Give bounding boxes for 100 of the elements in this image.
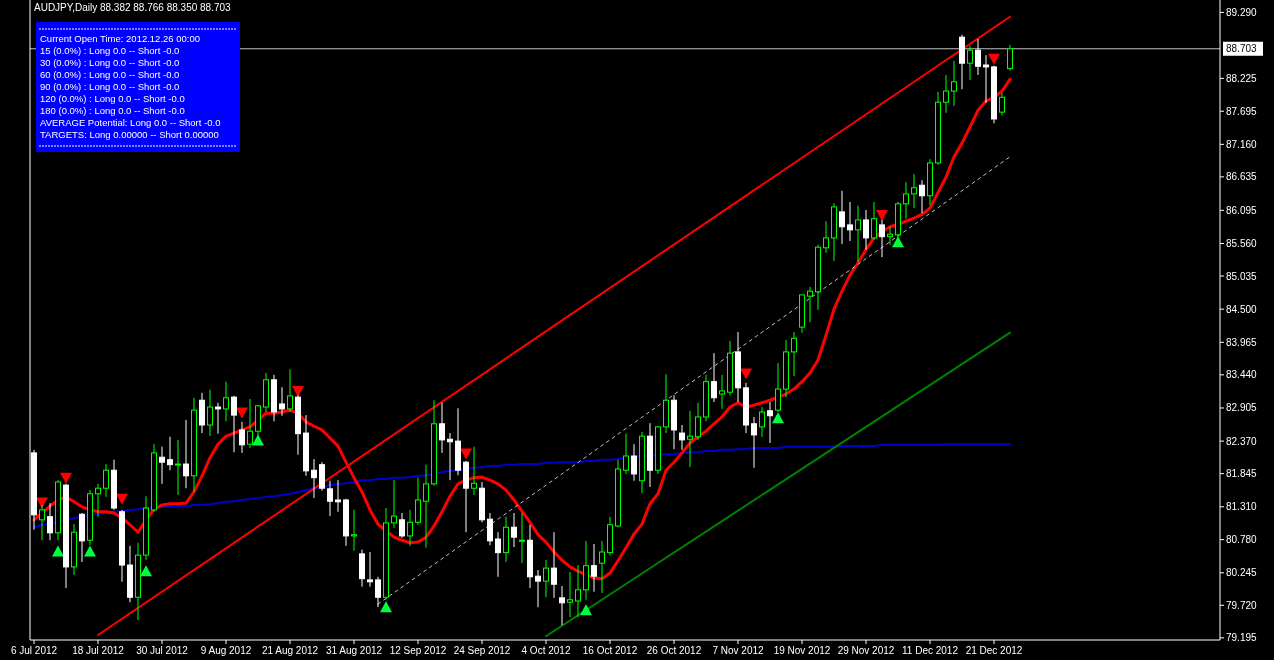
candlestick	[95, 483, 101, 518]
candlestick	[623, 433, 629, 475]
point	[988, 53, 1000, 65]
x-tick-label: 19 Nov 2012	[773, 645, 831, 656]
x-tick-label: 7 Nov 2012	[712, 645, 765, 656]
x-tick-label: 21 Dec 2012	[965, 645, 1023, 656]
candlestick	[183, 419, 189, 489]
candlestick	[567, 571, 573, 618]
x-tick-label: 18 Jul 2012	[72, 645, 125, 656]
candlestick	[47, 502, 53, 541]
candlestick	[1007, 44, 1013, 72]
candlestick	[223, 381, 229, 422]
candlestick	[351, 509, 357, 552]
x-tick-label: 26 Oct 2012	[646, 645, 702, 656]
candlestick	[847, 201, 853, 242]
candlestick	[679, 424, 685, 451]
candlestick	[575, 564, 581, 618]
annotation: 180 (0.0%) : Long 0.0 -- Short -0.0	[40, 105, 185, 116]
candlestick	[207, 389, 213, 437]
y-tick-label: 82.905	[1226, 402, 1258, 414]
point	[116, 493, 128, 505]
candlestick	[239, 421, 245, 454]
y-tick-label: 85.560	[1226, 237, 1258, 249]
candlestick	[631, 443, 637, 482]
candlestick	[311, 458, 317, 499]
y-tick-label: 79.195	[1226, 632, 1258, 644]
candlestick	[279, 386, 285, 417]
candlestick	[335, 479, 341, 513]
candlestick	[751, 416, 757, 469]
candlestick	[943, 74, 949, 114]
candlestick	[39, 504, 45, 541]
y-tick-label: 84.500	[1226, 303, 1258, 315]
x-tick-label: 21 Aug 2012	[261, 645, 319, 656]
candlestick	[231, 395, 237, 453]
y-tick-label: 85.035	[1226, 270, 1258, 282]
x-tick-label: 24 Sep 2012	[453, 645, 511, 656]
point	[252, 434, 264, 446]
y-tick-label: 80.245	[1226, 567, 1258, 579]
candlestick	[103, 463, 109, 498]
x-tick-label: 4 Oct 2012	[521, 645, 571, 656]
x-tick-label: 9 Aug 2012	[200, 645, 252, 656]
candlestick	[375, 576, 381, 608]
candlestick	[687, 410, 693, 468]
candlestick	[775, 362, 781, 413]
x-tick-label: 29 Nov 2012	[837, 645, 895, 656]
candlestick	[975, 38, 981, 76]
candlestick	[807, 286, 813, 323]
candlestick	[247, 398, 253, 449]
candlestick	[823, 220, 829, 254]
candlestick	[167, 436, 173, 471]
candlestick	[711, 352, 717, 403]
candlestick	[719, 374, 725, 410]
candlestick	[695, 402, 701, 441]
annotation: 90 (0.0%) : Long 0.0 -- Short -0.0	[40, 81, 180, 92]
point	[876, 209, 888, 221]
candlestick	[863, 209, 869, 251]
y-tick-label: 83.965	[1226, 336, 1258, 348]
candlestick	[759, 406, 765, 438]
candlestick	[471, 446, 477, 496]
chart-title: AUDJPY,Daily 88.382 88.766 88.350 88.703	[34, 2, 232, 13]
candlestick	[319, 461, 325, 492]
candlestick	[967, 45, 973, 81]
x-tick-label: 16 Oct 2012	[582, 645, 638, 656]
y-tick-label: 87.695	[1226, 105, 1258, 117]
point	[60, 472, 72, 484]
point	[772, 412, 784, 424]
candlestick	[367, 551, 373, 588]
y-tick-label: 86.095	[1226, 204, 1258, 216]
candlestick	[215, 402, 221, 435]
point	[460, 448, 472, 460]
y-tick-label: 82.370	[1226, 435, 1258, 447]
y-tick-label: 89.290	[1226, 6, 1258, 18]
y-tick-label: 81.845	[1226, 468, 1258, 480]
candlestick	[911, 173, 917, 209]
candlestick	[543, 559, 549, 598]
point	[52, 545, 64, 557]
y-tick-label: 81.310	[1226, 501, 1258, 513]
candlestick	[983, 54, 989, 104]
point	[740, 368, 752, 380]
candlestick	[495, 531, 501, 578]
point	[580, 604, 592, 616]
x-tick-label: 31 Aug 2012	[325, 645, 383, 656]
candlestick	[407, 509, 413, 547]
y-tick-label: 83.440	[1226, 369, 1258, 381]
point	[236, 407, 248, 419]
ref-line-label: 88.703	[1226, 43, 1258, 55]
y-tick-label: 79.720	[1226, 599, 1258, 611]
candlestick	[839, 190, 845, 245]
y-tick-label: 86.635	[1226, 171, 1258, 183]
y-tick-label: 88.225	[1226, 72, 1258, 84]
candlestick	[871, 201, 877, 241]
candlestick	[439, 402, 445, 454]
candlestick	[999, 92, 1005, 116]
candlestick	[855, 205, 861, 263]
candlestick	[599, 540, 605, 594]
candlestick	[391, 479, 397, 529]
annotation: AVERAGE Potential: Long 0.0 -- Short -0.0	[40, 117, 221, 128]
point	[84, 545, 96, 557]
candlestick	[591, 543, 597, 593]
x-tick-label: 6 Jul 2012	[10, 645, 58, 656]
